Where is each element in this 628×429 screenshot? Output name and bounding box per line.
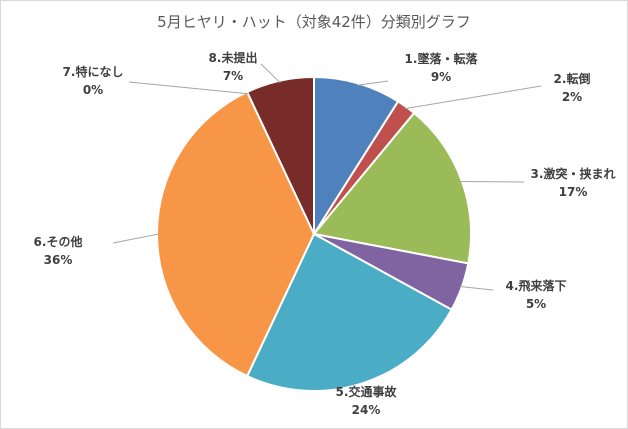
data-label-percent: 9% — [431, 70, 451, 84]
data-label-7: 7.特になし 0% — [63, 64, 124, 97]
chart-title: 5月ヒヤリ・ハット（対象42件）分類別グラフ — [157, 13, 471, 31]
data-label-percent: 36% — [44, 253, 73, 267]
data-label-category: 1.墜落・転落 — [405, 51, 479, 66]
data-label-category: 3.激突・挟まれ — [531, 166, 616, 181]
data-label-5: 5.交通事故 24% — [336, 384, 398, 417]
leader-line-2 — [405, 85, 542, 110]
leader-line-1 — [357, 80, 389, 86]
leader-line-8 — [260, 63, 281, 84]
slice-5 — [245, 232, 453, 392]
data-label-2: 2.転倒 2% — [554, 71, 591, 104]
data-label-percent: 0% — [83, 83, 103, 97]
data-label-category: 7.特になし — [63, 64, 124, 79]
data-label-percent: 17% — [559, 185, 588, 199]
data-label-category: 8.未提出 — [209, 50, 258, 65]
slice-3 — [312, 111, 473, 265]
leader-line-4 — [459, 286, 494, 291]
data-label-4: 4.飛来落下 5% — [506, 278, 567, 311]
data-labels: 1.墜落・転落 9% 2.転倒 2% 3.激突・挟まれ 17% 4.飛来落下 5% 5.交通事故… — [34, 50, 616, 417]
data-label-6: 6.その他 36% — [34, 234, 83, 267]
pie-slices — [156, 75, 473, 392]
leader-line-6 — [112, 233, 160, 244]
data-label-8: 8.未提出 7% — [209, 50, 258, 83]
data-label-category: 6.その他 — [34, 234, 83, 249]
slice-8 — [245, 75, 315, 235]
data-label-percent: 2% — [562, 90, 582, 104]
leader-line-7 — [128, 81, 249, 95]
data-label-category: 4.飛来落下 — [506, 278, 567, 293]
data-label-category: 2.転倒 — [554, 71, 591, 86]
data-label-category: 5.交通事故 — [336, 384, 398, 399]
data-label-percent: 5% — [526, 297, 546, 311]
slice-1 — [313, 75, 400, 238]
leader-lines — [112, 63, 542, 291]
leader-line-3 — [459, 181, 525, 183]
data-label-percent: 24% — [352, 403, 381, 417]
data-label-3: 3.激突・挟まれ 17% — [531, 166, 616, 199]
data-label-1: 1.墜落・転落 9% — [405, 51, 479, 84]
data-label-percent: 7% — [223, 69, 243, 83]
